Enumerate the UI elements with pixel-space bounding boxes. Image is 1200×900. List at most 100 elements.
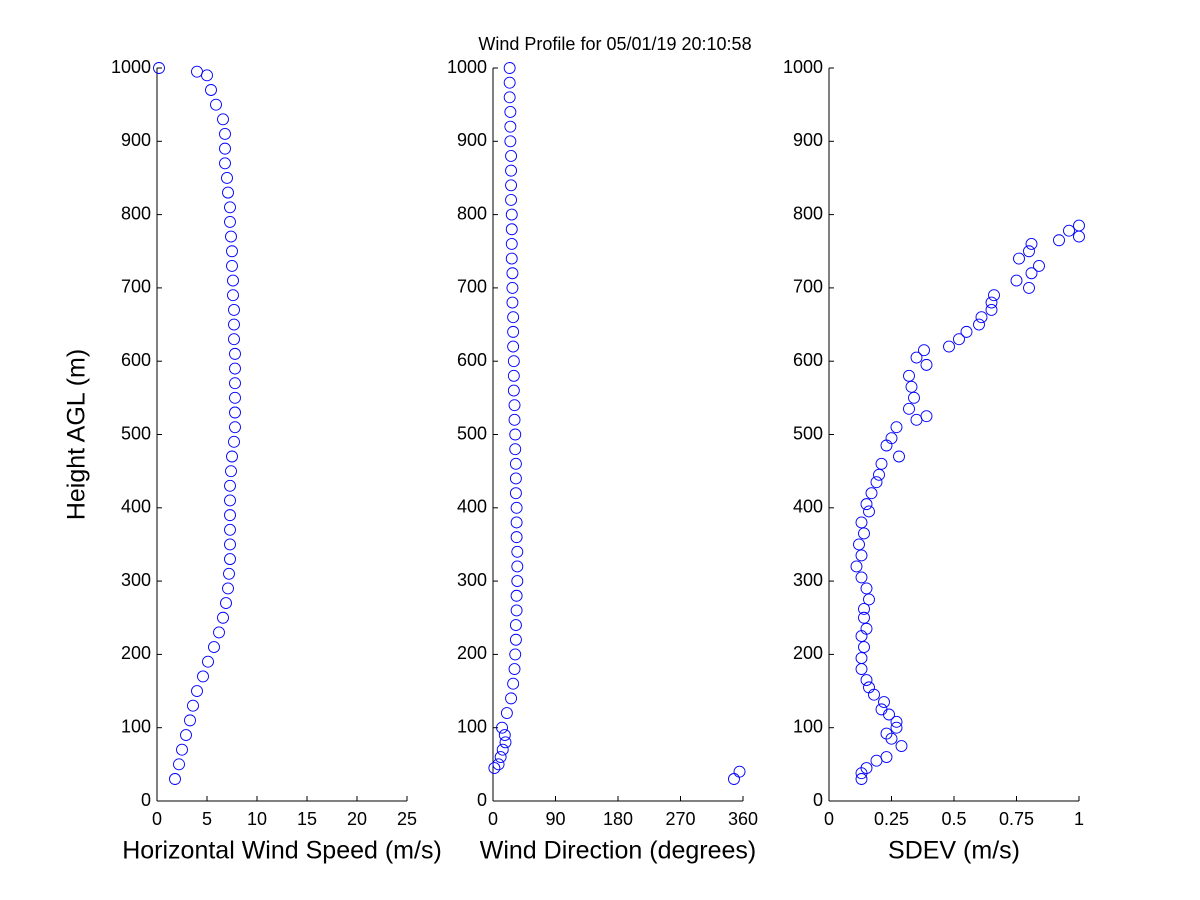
- x-tick-label: 270: [665, 809, 695, 829]
- data-point: [507, 340, 520, 353]
- data-point: [855, 571, 868, 584]
- data-point: [505, 208, 518, 221]
- data-point: [850, 560, 863, 573]
- data-point: [213, 626, 225, 639]
- y-tick-label: 700: [793, 277, 823, 297]
- data-point: [1023, 245, 1035, 258]
- x-tick-label: 0: [488, 809, 498, 829]
- data-point: [180, 729, 192, 741]
- data-point: [227, 289, 239, 302]
- y-tick-label: 400: [793, 497, 823, 517]
- data-point: [222, 582, 234, 595]
- data-point: [1025, 267, 1038, 280]
- data-point: [1010, 274, 1023, 287]
- chart-title: Wind Profile for 05/01/19 20:10:58: [478, 34, 751, 54]
- data-point: [496, 743, 509, 756]
- y-tick-label: 1000: [111, 57, 151, 77]
- data-point: [918, 344, 930, 357]
- data-point: [880, 727, 893, 740]
- data-point: [508, 413, 521, 426]
- data-point: [222, 186, 234, 199]
- data-point: [504, 120, 517, 133]
- data-point: [176, 743, 188, 756]
- data-point: [505, 179, 518, 192]
- data-point: [510, 589, 523, 602]
- y-tick-label: 500: [793, 423, 823, 443]
- data-point: [223, 567, 235, 580]
- y-tick-label: 0: [141, 790, 151, 810]
- y-tick-label: 300: [457, 570, 487, 590]
- data-point: [880, 751, 893, 763]
- y-tick-label: 600: [457, 350, 487, 370]
- data-point: [228, 435, 240, 448]
- data-point: [226, 245, 238, 258]
- data-point: [509, 648, 522, 661]
- data-point: [510, 501, 523, 514]
- data-point: [187, 699, 199, 712]
- data-point: [910, 351, 923, 364]
- data-point: [229, 347, 241, 360]
- data-point: [224, 523, 236, 536]
- data-point: [509, 443, 522, 456]
- data-point: [226, 450, 238, 463]
- data-point: [855, 549, 868, 562]
- x-axis-label: SDEV (m/s): [888, 837, 1020, 865]
- data-point: [860, 582, 873, 595]
- data-point: [509, 428, 522, 441]
- data-point: [1013, 252, 1025, 265]
- data-point: [860, 498, 873, 511]
- data-point: [227, 274, 239, 287]
- data-point: [219, 157, 231, 170]
- data-point: [890, 421, 903, 434]
- y-tick-label: 800: [793, 203, 823, 223]
- data-point: [506, 267, 519, 280]
- data-point: [229, 406, 241, 419]
- data-point: [1025, 237, 1038, 250]
- data-point: [224, 479, 236, 492]
- data-point: [507, 325, 520, 338]
- data-point: [853, 538, 865, 551]
- data-point: [217, 113, 229, 126]
- y-tick-label: 200: [793, 643, 823, 663]
- data-point: [860, 674, 873, 687]
- data-point: [228, 333, 240, 346]
- data-point: [943, 340, 955, 353]
- data-point: [985, 296, 998, 309]
- y-tick-label: 500: [121, 423, 151, 443]
- data-point: [228, 303, 240, 316]
- y-tick-label: 500: [457, 423, 487, 443]
- x-tick-label: 10: [247, 809, 267, 829]
- y-tick-label: 100: [121, 716, 151, 736]
- data-point: [228, 318, 240, 331]
- x-axis-label: Wind Direction (degrees): [480, 837, 757, 865]
- x-tick-label: 360: [728, 809, 758, 829]
- data-point: [504, 106, 517, 118]
- data-point: [870, 476, 883, 489]
- y-tick-label: 1000: [447, 57, 487, 77]
- data-point: [153, 62, 165, 74]
- y-tick-label: 900: [793, 130, 823, 150]
- data-point: [508, 399, 521, 412]
- data-point: [920, 358, 933, 371]
- data-point: [865, 487, 878, 500]
- x-tick-label: 5: [202, 809, 212, 829]
- data-point: [863, 505, 875, 518]
- data-point: [507, 311, 520, 324]
- data-point: [509, 472, 522, 485]
- data-point: [855, 652, 868, 665]
- y-tick-label: 100: [793, 716, 823, 736]
- data-point: [229, 391, 241, 404]
- y-tick-label: 200: [457, 643, 487, 663]
- data-point: [985, 303, 998, 316]
- x-tick-label: 0.5: [941, 809, 966, 829]
- data-point: [890, 715, 903, 728]
- x-tick-label: 1: [1074, 809, 1084, 829]
- data-point: [1033, 259, 1045, 272]
- data-point: [895, 740, 908, 752]
- data-point: [224, 553, 236, 566]
- data-point: [505, 164, 518, 177]
- x-axis-label: Horizontal Wind Speed (m/s): [122, 837, 442, 865]
- data-point: [169, 773, 181, 785]
- data-point: [988, 289, 1000, 302]
